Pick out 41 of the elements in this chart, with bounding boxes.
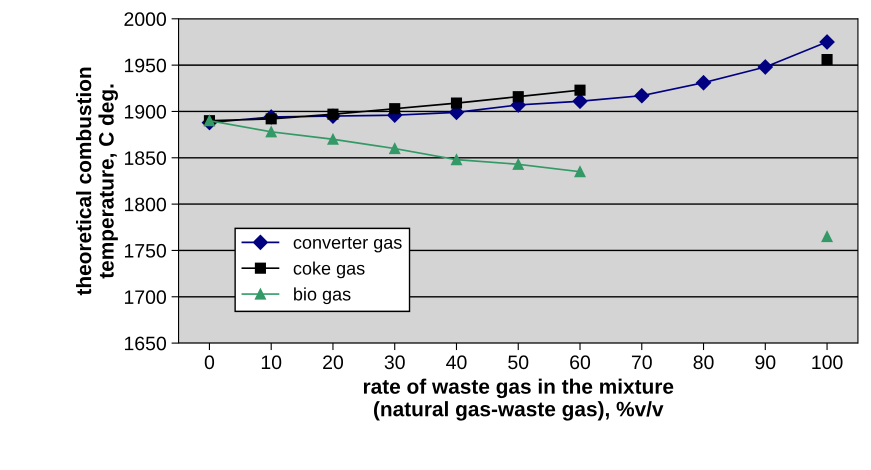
x-tick-label: 80: [694, 355, 714, 370]
x-axis-title: rate of waste gas in the mixture (natural gas-waste gas), %v/v: [364, 378, 674, 421]
y-tick-label: 1900: [124, 104, 166, 119]
x-tick-label: 0: [204, 355, 214, 370]
point: [822, 54, 833, 66]
point: [266, 126, 277, 138]
point: [574, 166, 586, 178]
legend-label: bio gas: [294, 287, 350, 304]
x-tick-label: 50: [508, 355, 528, 370]
point: [819, 34, 835, 50]
x-tick-label: 90: [755, 355, 776, 370]
legend-label: converter gas: [294, 237, 402, 252]
point: [822, 230, 833, 242]
x-tick-label: 40: [446, 355, 467, 370]
point: [574, 84, 586, 96]
x-tick-label: 20: [323, 355, 344, 370]
x-tick-label: 70: [632, 355, 652, 370]
y-tick-label: 1950: [124, 58, 166, 72]
point: [450, 154, 462, 166]
point: [634, 88, 650, 104]
legend-label: coke gas: [294, 261, 365, 278]
y-tick-label: 1700: [124, 290, 166, 304]
point: [327, 134, 339, 145]
point: [450, 98, 462, 109]
point: [389, 142, 400, 154]
y-tick-label: 1650: [124, 336, 166, 350]
x-tick-label: 30: [384, 355, 405, 370]
y-tick-label: 1750: [124, 244, 166, 258]
point: [572, 94, 588, 109]
point: [512, 158, 524, 170]
point: [696, 75, 712, 90]
y-tick-label: 1800: [124, 198, 166, 212]
y-axis-title: theoretical combustion temperature, C deg.: [76, 68, 118, 296]
y-tick-label: 1850: [124, 151, 166, 166]
point: [512, 91, 524, 102]
x-tick-label: 10: [262, 355, 282, 370]
point: [389, 103, 400, 114]
x-tick-label: 100: [812, 355, 843, 370]
y-tick-label: 2000: [124, 12, 166, 26]
point: [758, 59, 773, 75]
x-tick-label: 60: [570, 355, 590, 370]
